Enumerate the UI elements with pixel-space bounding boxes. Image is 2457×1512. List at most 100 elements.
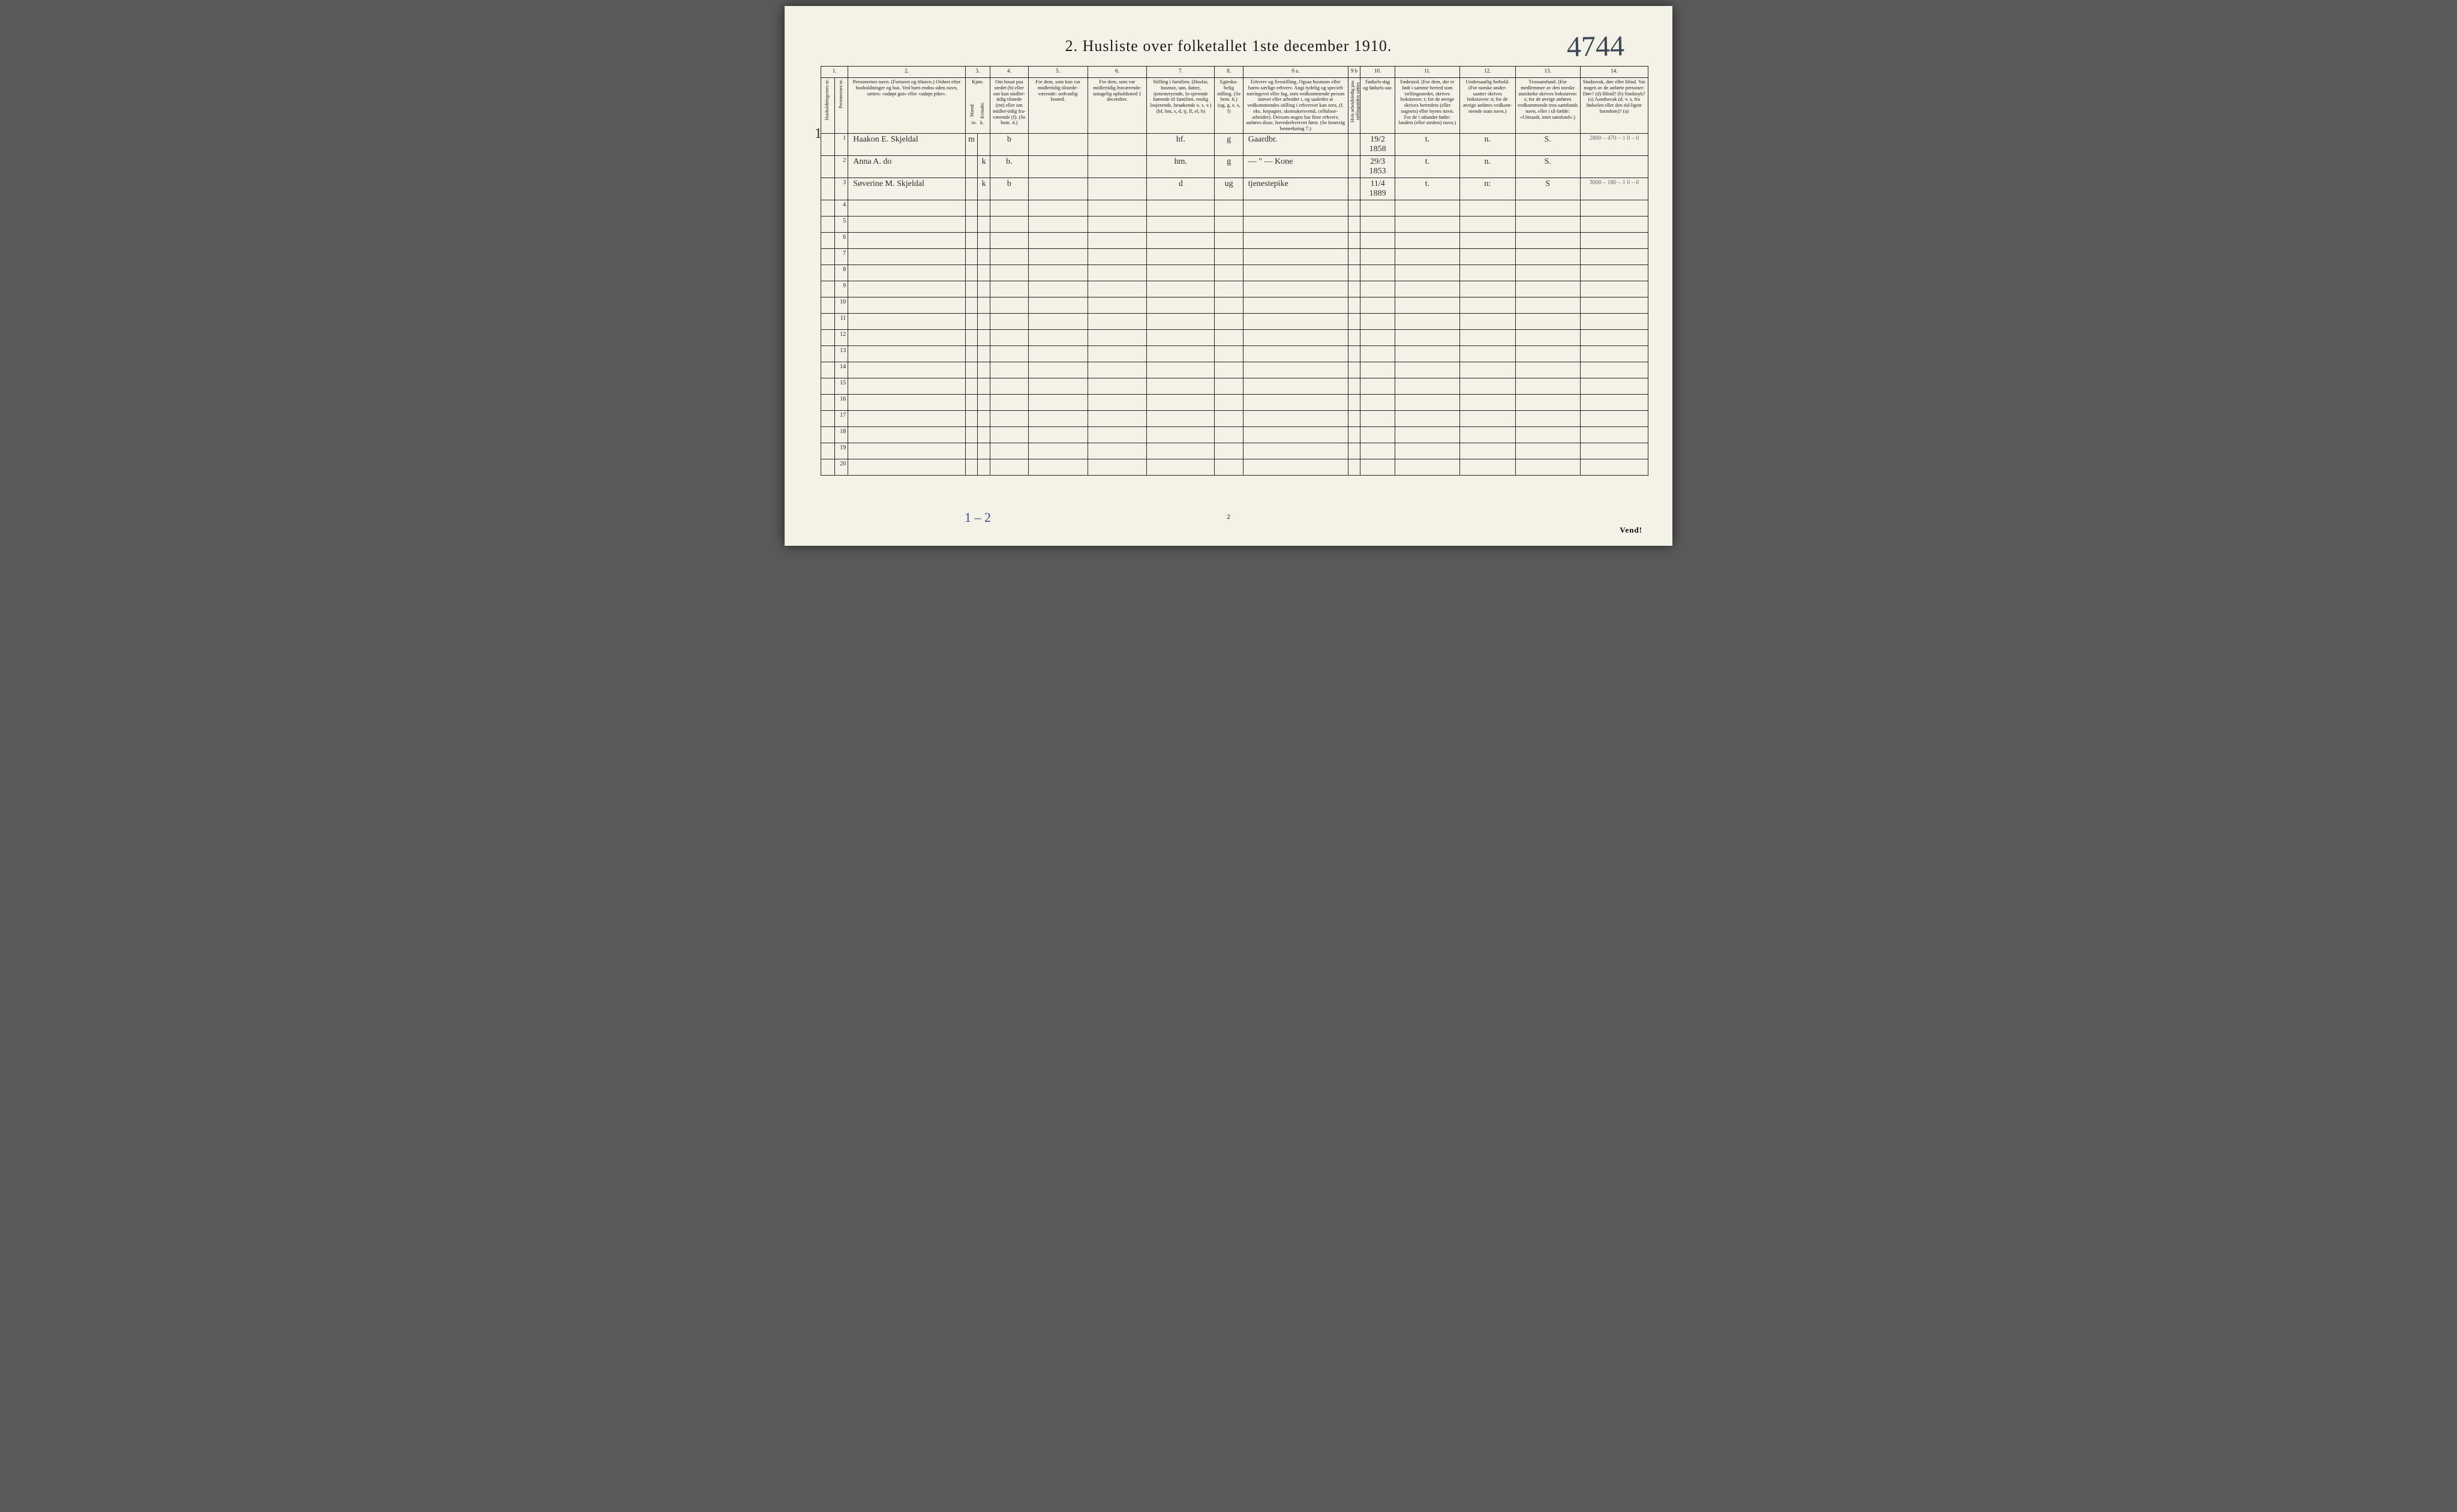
cell-midl-fravaer [1088,178,1147,200]
cell-sex-m: m [965,133,978,155]
empty-cell [1459,426,1515,443]
cell-trossamfund: S. [1515,155,1580,178]
empty-cell [1515,329,1580,345]
cell-sex-k: k [978,178,990,200]
empty-cell [1360,345,1395,362]
data-rows: 1Haakon E. Skjeldalmbhf.gGaardbr.19/2 18… [821,133,1648,200]
census-table: 1.2.3.4.5.6.7.8.9 a.9 b10.11.12.13.14. H… [821,66,1648,476]
col-number: 13. [1515,67,1580,78]
cell-stilling: hf. [1147,133,1215,155]
empty-cell [1215,200,1243,216]
table-row: 6 [821,232,1648,248]
empty-cell [848,394,966,410]
empty-cell [1147,313,1215,329]
empty-cell [1360,200,1395,216]
empty-cell [1360,313,1395,329]
empty-cell [965,329,978,345]
empty-cell [1243,216,1348,232]
cell-person-nr: 2 [834,155,848,178]
empty-cell [821,264,835,281]
empty-cell [978,281,990,297]
empty-cell [1459,232,1515,248]
cell-sex-k: k [978,155,990,178]
table-row: 3Søverine M. Skjeldalkbdugtjenestepike11… [821,178,1648,200]
empty-cell [1243,264,1348,281]
empty-cell [1215,313,1243,329]
empty-cell [1243,232,1348,248]
cell-midl-tilstede [1028,155,1088,178]
empty-cell [848,281,966,297]
empty-cell: 14 [834,362,848,378]
empty-cell [1348,426,1360,443]
empty-cell [978,248,990,264]
empty-cell [990,281,1028,297]
cell-egteskab: g [1215,133,1243,155]
empty-cell [1147,410,1215,426]
empty-cell [978,443,990,459]
header-sindssvak: Sindssvak, døv eller blind. Var nogen av… [1580,78,1648,134]
col-number: 10. [1360,67,1395,78]
empty-cell [1395,426,1459,443]
empty-cell [1088,459,1147,475]
empty-cell [990,264,1028,281]
empty-cell [1147,264,1215,281]
empty-cell [1395,216,1459,232]
col-number: 1. [821,67,848,78]
empty-cell [1088,378,1147,394]
cell-arbeidsledig [1348,155,1360,178]
empty-cell [1580,329,1648,345]
empty-cell [965,264,978,281]
empty-cell [1515,248,1580,264]
empty-cell [1028,232,1088,248]
empty-cell [1147,216,1215,232]
empty-cell [1580,410,1648,426]
cell-trossamfund: S [1515,178,1580,200]
page-title: 2. Husliste over folketallet 1ste decemb… [785,37,1672,55]
empty-cell [1243,426,1348,443]
cell-bosat: b [990,178,1028,200]
empty-cell [1028,345,1088,362]
table-row: 15 [821,378,1648,394]
header-fodselsdag: Fødsels-dag og fødsels-aar. [1360,78,1395,134]
empty-cell [1243,200,1348,216]
cell-name: Haakon E. Skjeldal [848,133,966,155]
cell-fodested: t. [1395,133,1459,155]
empty-cell [848,313,966,329]
cell-erhverv: Gaardbr. [1243,133,1348,155]
empty-cell [1028,248,1088,264]
header-stilling-familien: Stilling i familien. (Husfar, husmor, sø… [1147,78,1215,134]
empty-cell [1515,200,1580,216]
empty-cell [1028,329,1088,345]
cell-trossamfund: S. [1515,133,1580,155]
header-undersaat: Undersaatlig forhold. (For norske under-… [1459,78,1515,134]
table-row: 10 [821,297,1648,313]
empty-cell [1147,362,1215,378]
cell-hushold-nr [821,133,835,155]
empty-cell [990,459,1028,475]
empty-cell [1360,362,1395,378]
table-row: 7 [821,248,1648,264]
empty-cell [1243,378,1348,394]
empty-cell [990,248,1028,264]
header-kvinder-label: Kvinder. [980,102,986,119]
empty-cell [1395,248,1459,264]
empty-cell [1515,281,1580,297]
empty-cell [1348,264,1360,281]
col-number: 5. [1028,67,1088,78]
empty-cell [990,394,1028,410]
empty-cell [821,200,835,216]
empty-cell [990,378,1028,394]
empty-cell [990,200,1028,216]
empty-cell [990,443,1028,459]
header-fodested: Fødested. (For dem, der er født i samme … [1395,78,1459,134]
empty-cell [1395,394,1459,410]
empty-cell [1395,297,1459,313]
cell-bosat: b. [990,155,1028,178]
empty-cell [1088,345,1147,362]
table-row: 8 [821,264,1648,281]
cell-undersaat: n: [1459,178,1515,200]
empty-cell [1147,378,1215,394]
header-kjon: Kjøn. Mænd. Kvinder. m. k. [965,78,990,134]
cell-midl-fravaer [1088,155,1147,178]
empty-cell [1580,200,1648,216]
